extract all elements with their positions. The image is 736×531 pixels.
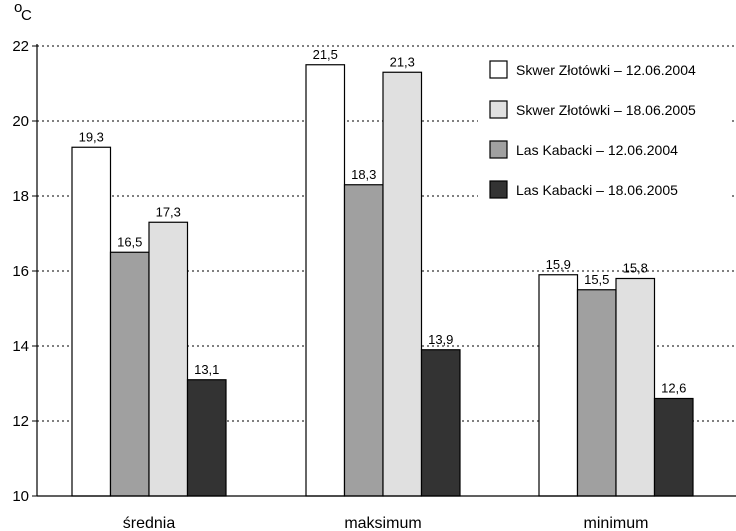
bar [343, 184, 384, 497]
legend-entry: Skwer Złotówki – 12.06.2004 [516, 62, 696, 78]
bar-value-label: 13,1 [194, 362, 219, 377]
x-axis: średnia maksimum minimum [37, 495, 736, 531]
legend-entry: Las Kabacki – 12.06.2004 [516, 142, 678, 158]
bar-value-label: 15,8 [623, 261, 648, 276]
y-tick-label: 18 [12, 188, 29, 205]
y-tick-label: 20 [12, 113, 29, 130]
y-tick-label: 16 [12, 263, 29, 280]
bar [420, 349, 461, 497]
bar-value-label: 15,5 [584, 272, 609, 287]
bar [186, 379, 227, 497]
legend-swatch [489, 60, 508, 79]
bar-value-label: 15,9 [546, 257, 571, 272]
x-tick-label: średnia [123, 515, 176, 531]
y-tick-label: 14 [12, 338, 29, 355]
bar-value-label: 16,5 [117, 234, 142, 249]
bar [109, 251, 150, 497]
legend-entry: Skwer Złotówki – 18.06.2005 [516, 102, 696, 118]
bar-value-label: 18,3 [351, 167, 376, 182]
y-tick-label: 22 [12, 38, 29, 55]
bar-value-label: 21,3 [390, 54, 415, 69]
x-tick-label: minimum [584, 515, 649, 531]
bar-value-label: 17,3 [156, 204, 181, 219]
bar [148, 221, 189, 497]
bar [576, 289, 617, 497]
bars: 19,3 16,5 17,3 13,1 21,5 18,3 21,3 13,9 15,9 15,5… [71, 47, 694, 497]
legend-background [478, 50, 732, 210]
bar [615, 277, 656, 497]
x-tick-label: maksimum [344, 515, 421, 531]
legend-swatch [489, 100, 508, 119]
bar [653, 397, 694, 497]
bar-value-label: 12,6 [661, 381, 686, 396]
unit-degree: o [14, 0, 22, 16]
y-tick-label: 12 [12, 413, 29, 430]
bar [538, 274, 579, 497]
legend-entry: Las Kabacki – 18.06.2005 [516, 182, 678, 198]
legend-swatch [489, 180, 508, 199]
bar-value-label: 13,9 [428, 332, 453, 347]
y-tick-label: 10 [12, 488, 29, 505]
bar-value-label: 19,3 [79, 129, 104, 144]
unit-label: C [21, 7, 32, 24]
legend: Skwer Złotówki – 12.06.2004 Skwer Złotówk… [478, 50, 732, 210]
bar [305, 64, 346, 497]
y-axis: 10 12 14 16 18 20 22 [12, 38, 38, 505]
bar-value-label: 21,5 [313, 47, 338, 62]
bar [382, 71, 423, 497]
legend-swatch [489, 140, 508, 159]
bar [71, 146, 112, 497]
